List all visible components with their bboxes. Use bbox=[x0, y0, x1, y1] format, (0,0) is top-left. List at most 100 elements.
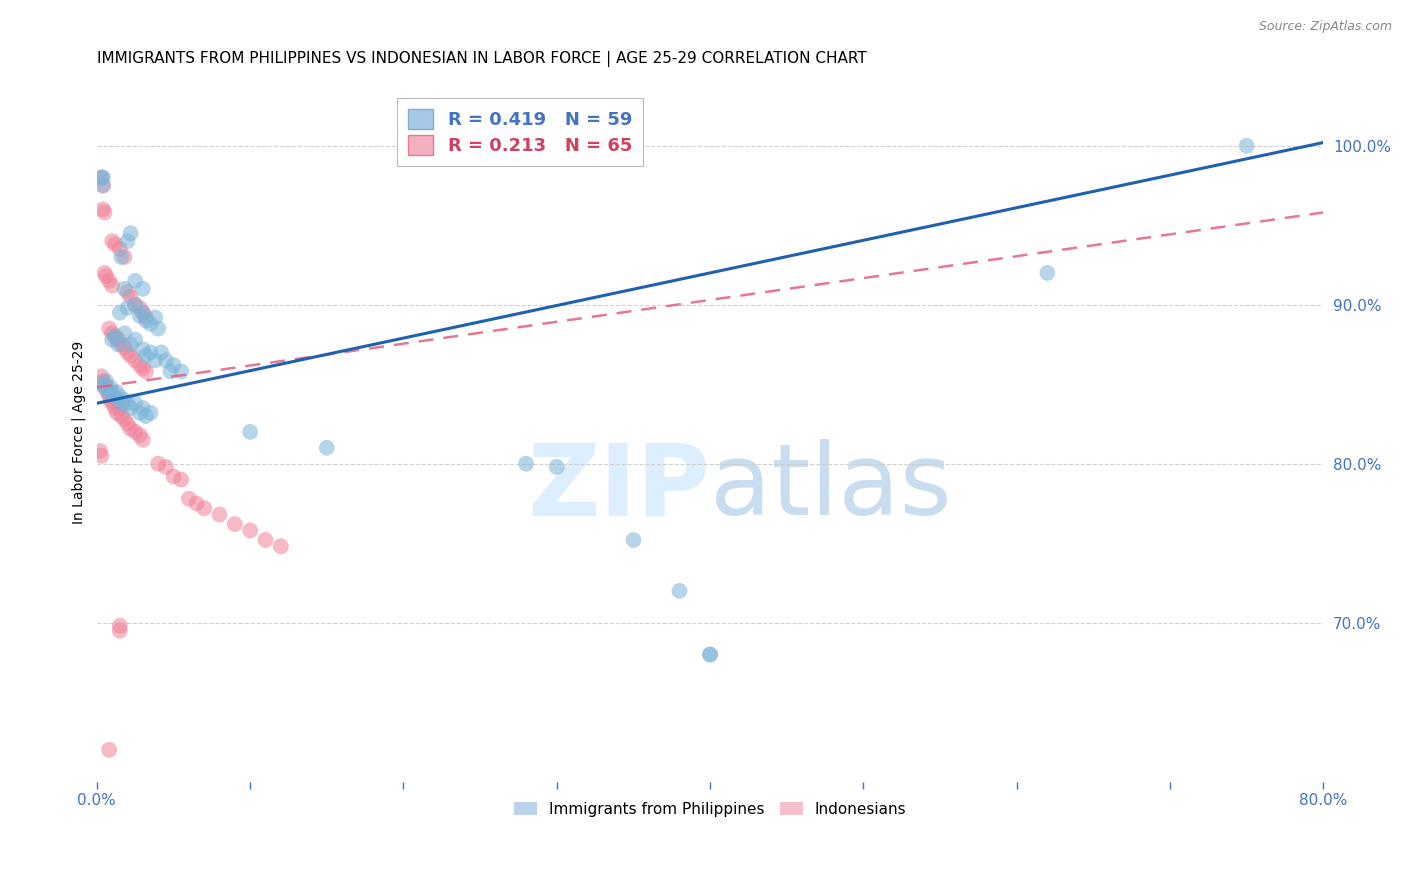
Point bbox=[100, 380, 122, 394]
Point bbox=[128, 406, 150, 420]
Point bbox=[98, 743, 121, 757]
Point bbox=[91, 374, 114, 388]
Point bbox=[270, 540, 292, 554]
Point bbox=[162, 469, 184, 483]
Point bbox=[90, 369, 112, 384]
Point bbox=[108, 401, 131, 415]
Point bbox=[132, 306, 155, 320]
Point bbox=[117, 234, 139, 248]
Point bbox=[1236, 138, 1258, 153]
Point bbox=[114, 250, 136, 264]
Point bbox=[623, 533, 645, 547]
Point bbox=[128, 358, 150, 372]
Point bbox=[170, 473, 193, 487]
Point bbox=[128, 309, 150, 323]
Legend: Immigrants from Philippines, Indonesians: Immigrants from Philippines, Indonesians bbox=[506, 794, 914, 824]
Point bbox=[90, 170, 112, 185]
Point bbox=[699, 648, 721, 662]
Point bbox=[150, 345, 173, 359]
Point bbox=[120, 349, 142, 363]
Point bbox=[91, 178, 114, 193]
Point bbox=[104, 237, 127, 252]
Point bbox=[132, 361, 155, 376]
Point bbox=[159, 364, 181, 378]
Point bbox=[90, 377, 112, 392]
Point bbox=[114, 282, 136, 296]
Point bbox=[124, 298, 146, 312]
Point bbox=[101, 333, 124, 347]
Point bbox=[117, 301, 139, 315]
Point bbox=[208, 508, 231, 522]
Text: Source: ZipAtlas.com: Source: ZipAtlas.com bbox=[1258, 20, 1392, 33]
Point bbox=[90, 449, 112, 463]
Point bbox=[120, 422, 142, 436]
Point bbox=[155, 353, 177, 368]
Point bbox=[135, 310, 157, 325]
Point bbox=[120, 401, 142, 415]
Point bbox=[117, 396, 139, 410]
Point bbox=[132, 306, 155, 320]
Point bbox=[110, 396, 132, 410]
Point bbox=[120, 337, 142, 351]
Point bbox=[132, 401, 155, 415]
Point bbox=[90, 170, 112, 185]
Point bbox=[91, 202, 114, 217]
Point bbox=[105, 385, 128, 400]
Point bbox=[254, 533, 277, 547]
Point bbox=[132, 433, 155, 447]
Point bbox=[93, 380, 115, 394]
Point bbox=[93, 266, 115, 280]
Point bbox=[135, 313, 157, 327]
Text: IMMIGRANTS FROM PHILIPPINES VS INDONESIAN IN LABOR FORCE | AGE 25-29 CORRELATION: IMMIGRANTS FROM PHILIPPINES VS INDONESIA… bbox=[97, 51, 866, 67]
Point bbox=[108, 306, 131, 320]
Point bbox=[101, 278, 124, 293]
Point bbox=[117, 345, 139, 359]
Point bbox=[93, 205, 115, 219]
Point bbox=[139, 406, 162, 420]
Point bbox=[143, 353, 166, 368]
Point bbox=[98, 388, 121, 402]
Point bbox=[170, 364, 193, 378]
Point bbox=[114, 326, 136, 341]
Point bbox=[143, 310, 166, 325]
Point bbox=[114, 412, 136, 426]
Point bbox=[93, 377, 115, 392]
Point bbox=[135, 409, 157, 423]
Point bbox=[146, 457, 169, 471]
Point bbox=[110, 337, 132, 351]
Point bbox=[108, 624, 131, 638]
Point bbox=[104, 329, 127, 343]
Point bbox=[128, 428, 150, 442]
Point bbox=[110, 250, 132, 264]
Point bbox=[124, 425, 146, 439]
Point bbox=[120, 290, 142, 304]
Point bbox=[114, 393, 136, 408]
Point bbox=[97, 385, 120, 400]
Point bbox=[108, 619, 131, 633]
Point bbox=[94, 374, 117, 388]
Point bbox=[515, 457, 537, 471]
Point bbox=[110, 409, 132, 423]
Point bbox=[239, 425, 262, 439]
Point bbox=[132, 282, 155, 296]
Point bbox=[94, 380, 117, 394]
Point bbox=[668, 583, 690, 598]
Point bbox=[135, 349, 157, 363]
Point bbox=[91, 178, 114, 193]
Point bbox=[124, 396, 146, 410]
Point bbox=[139, 345, 162, 359]
Text: ZIP: ZIP bbox=[527, 440, 710, 536]
Point bbox=[186, 496, 208, 510]
Point bbox=[101, 234, 124, 248]
Point bbox=[98, 385, 121, 400]
Point bbox=[114, 341, 136, 355]
Point bbox=[117, 417, 139, 431]
Point bbox=[146, 321, 169, 335]
Point bbox=[193, 501, 215, 516]
Point bbox=[699, 648, 721, 662]
Point bbox=[132, 343, 155, 357]
Point bbox=[117, 285, 139, 299]
Point bbox=[105, 406, 128, 420]
Point bbox=[98, 274, 121, 288]
Point bbox=[91, 170, 114, 185]
